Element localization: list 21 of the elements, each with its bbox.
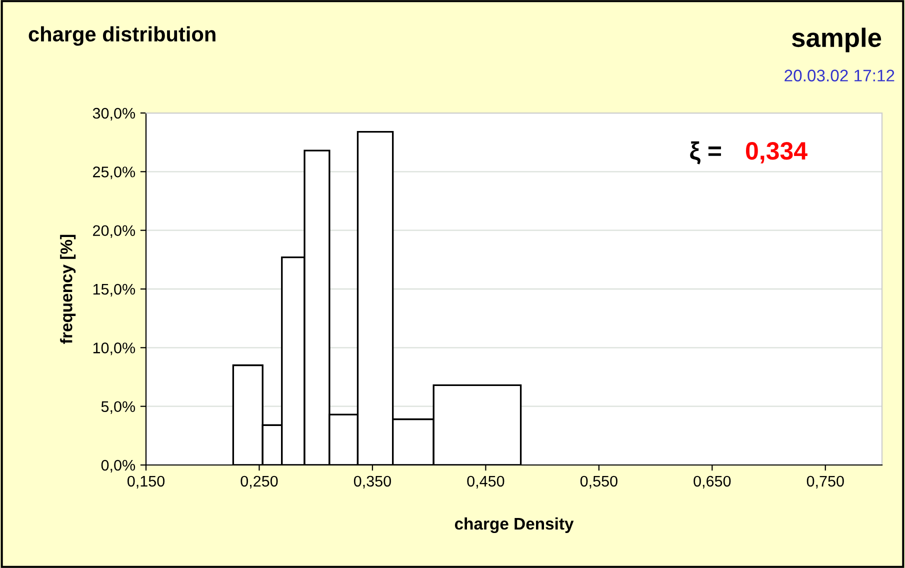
x-tick-label: 0,550 (580, 476, 618, 488)
y-tick-label: 5,0% (101, 401, 136, 414)
x-tick-label: 0,150 (127, 476, 165, 488)
x-tick-label: 0,650 (694, 476, 731, 488)
y-tick-label: 20,0% (93, 225, 136, 238)
y-tick-label: 30,0% (92, 108, 136, 120)
y-tick-label: 25,0% (93, 166, 136, 180)
x-tick-label: 0,350 (354, 476, 391, 488)
x-axis-title: charge Density (454, 517, 574, 534)
annotation: ξ = (690, 141, 721, 164)
chart-subtitle: sample (792, 28, 882, 52)
x-tick-label: 0,450 (467, 476, 504, 488)
y-tick-label: 15,0% (93, 284, 136, 296)
y-tick-label: 10,0% (93, 342, 136, 356)
chart-title: charge distribution (28, 26, 216, 46)
y-tick-label: 0,0% (101, 460, 136, 472)
annotation: 0,334 (746, 142, 808, 164)
x-tick-label: 0,750 (806, 476, 844, 488)
y-axis-title: frequency [%] (60, 234, 76, 344)
text: 20.03.02 17:12 (784, 70, 894, 82)
x-tick-label: 0,250 (240, 476, 278, 488)
